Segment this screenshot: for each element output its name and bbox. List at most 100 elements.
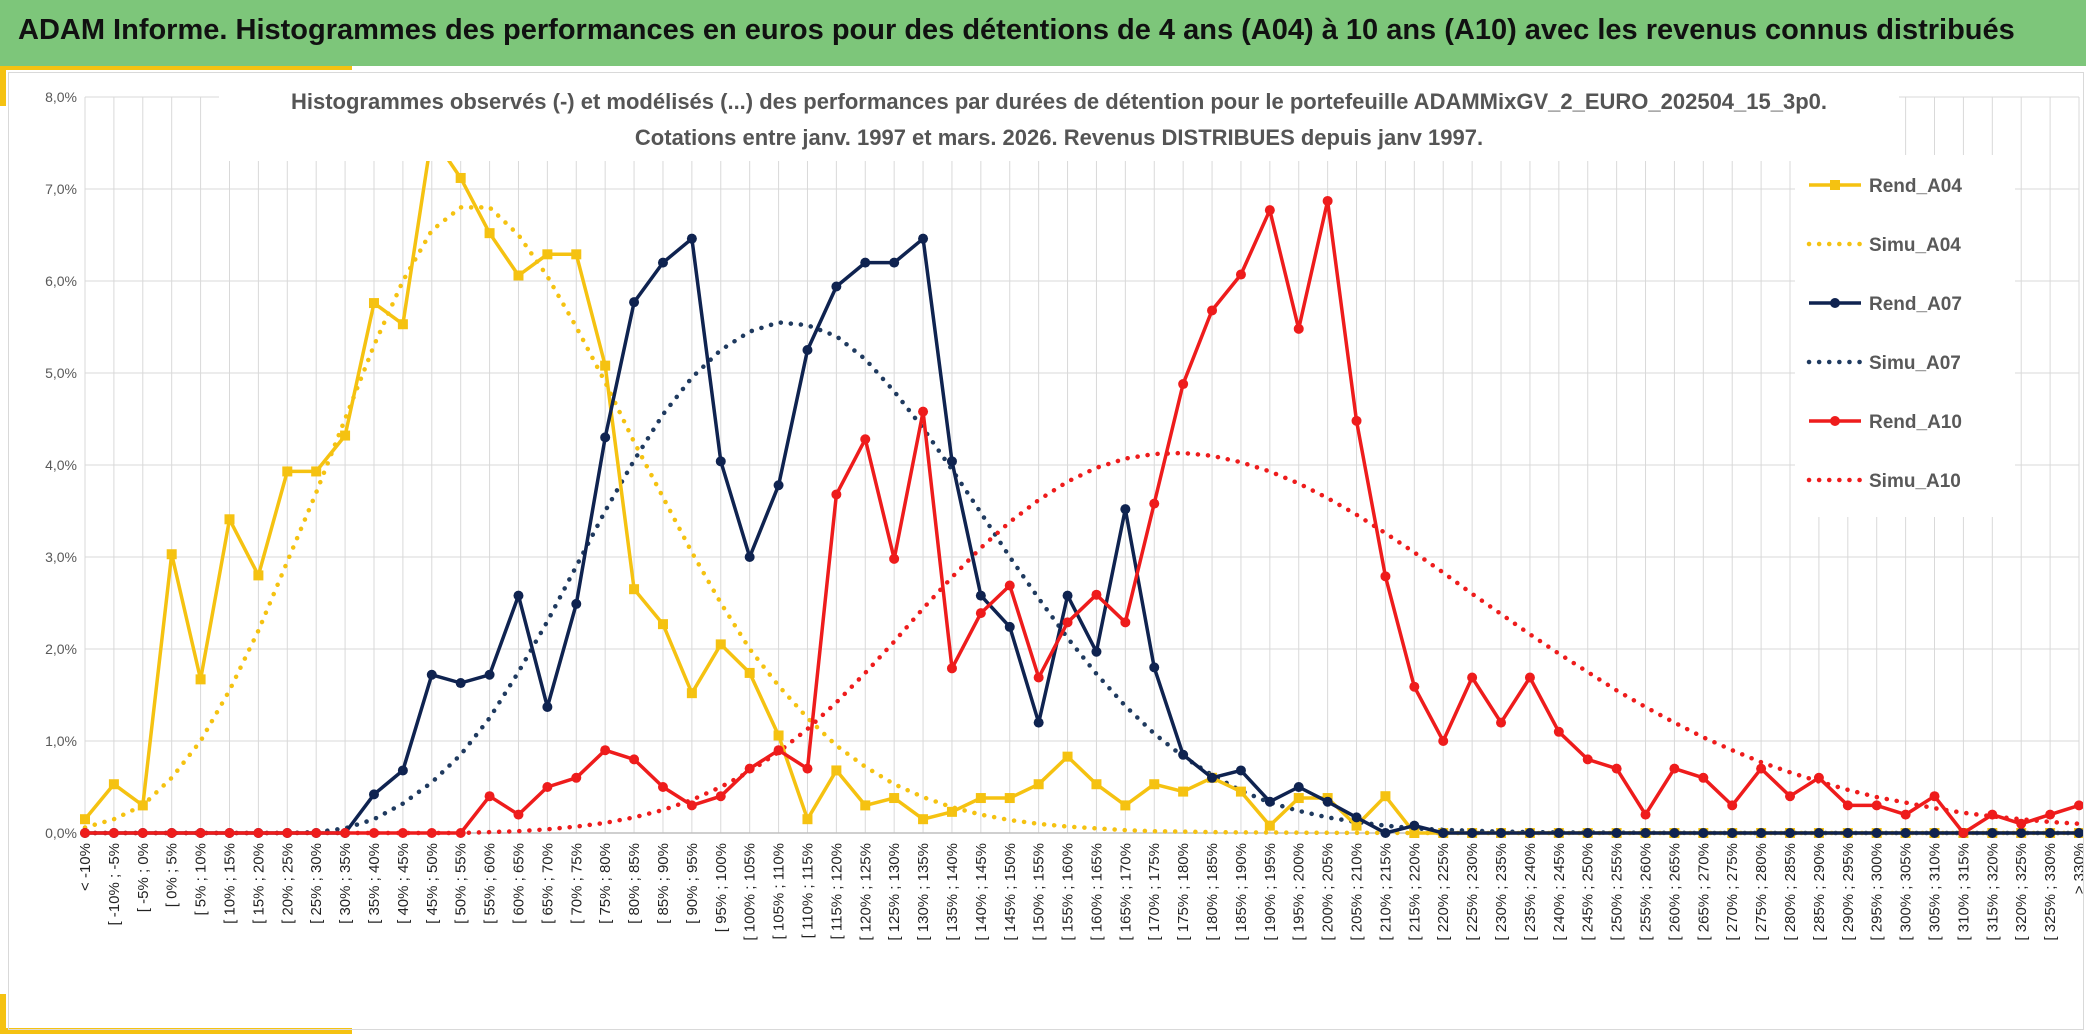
data-point bbox=[397, 828, 408, 838]
x-tick-label: > 330% bbox=[2071, 843, 2083, 894]
data-point bbox=[629, 584, 640, 595]
x-tick-label: [ 150% ; 155% bbox=[1031, 843, 1048, 941]
data-point bbox=[1293, 323, 1304, 334]
legend-label: Rend_A04 bbox=[1869, 176, 1962, 197]
x-tick-label: [ 285% ; 290% bbox=[1811, 843, 1828, 941]
data-point bbox=[1091, 779, 1102, 790]
data-point bbox=[860, 800, 871, 811]
data-point bbox=[1004, 793, 1015, 804]
x-tick-label: [ 180% ; 185% bbox=[1204, 843, 1221, 941]
x-tick-label: [ 65% ; 70% bbox=[539, 843, 556, 924]
data-point bbox=[1380, 571, 1391, 582]
data-point bbox=[1611, 828, 1622, 838]
data-point bbox=[195, 828, 206, 838]
data-point bbox=[1033, 672, 1044, 683]
x-tick-label: [ 40% ; 45% bbox=[395, 843, 412, 924]
data-point bbox=[1120, 504, 1131, 515]
x-tick-label: [ 35% ; 40% bbox=[366, 843, 383, 924]
data-point bbox=[1900, 828, 1911, 838]
data-point bbox=[513, 809, 524, 820]
data-point bbox=[1004, 621, 1015, 632]
series-Simu_A04 bbox=[82, 205, 2082, 836]
data-point bbox=[1033, 779, 1044, 790]
data-point bbox=[1553, 726, 1564, 737]
data-point bbox=[1062, 590, 1073, 601]
data-point bbox=[1467, 828, 1478, 838]
x-tick-label: [ 250% ; 255% bbox=[1609, 843, 1626, 941]
data-point bbox=[1293, 782, 1304, 792]
x-tick-label: [ 325% ; 330% bbox=[2042, 843, 2059, 941]
data-point bbox=[1322, 796, 1333, 807]
data-point bbox=[224, 828, 235, 838]
data-point bbox=[686, 233, 697, 244]
data-point bbox=[1524, 828, 1535, 838]
data-point bbox=[166, 549, 177, 560]
x-tick-label: [ 275% ; 280% bbox=[1753, 843, 1770, 941]
data-point bbox=[1178, 786, 1189, 797]
data-point bbox=[1698, 828, 1709, 838]
x-tick-label: [ 80% ; 85% bbox=[626, 843, 643, 924]
page-title: ADAM Informe. Histogrammes des performan… bbox=[18, 14, 2015, 46]
data-point bbox=[1698, 772, 1709, 783]
data-point bbox=[860, 434, 871, 445]
data-point bbox=[946, 456, 957, 467]
data-point bbox=[1409, 828, 1420, 838]
data-point bbox=[1438, 736, 1449, 746]
data-point bbox=[1091, 646, 1102, 657]
x-tick-label: [ 185% ; 190% bbox=[1233, 843, 1250, 941]
data-point bbox=[1149, 779, 1160, 790]
data-point bbox=[657, 257, 668, 268]
x-tick-label: [ 175% ; 180% bbox=[1175, 843, 1192, 941]
data-point bbox=[1496, 828, 1507, 838]
data-point bbox=[975, 793, 986, 804]
legend-label: Simu_A07 bbox=[1869, 353, 1961, 374]
data-point bbox=[542, 701, 553, 712]
histogram-chart: 0,0% 1,0% 2,0% 3,0% 4,0% 5,0% 6,0% 7,0% 8,0% < -1… bbox=[45, 77, 2083, 941]
data-point bbox=[1264, 796, 1275, 807]
accent-bar-bottom bbox=[0, 1028, 352, 1034]
data-point bbox=[629, 297, 640, 308]
data-point bbox=[629, 754, 640, 765]
data-point bbox=[1351, 415, 1362, 426]
data-point bbox=[513, 590, 524, 601]
data-point bbox=[918, 233, 929, 244]
data-point bbox=[1785, 791, 1796, 802]
data-point bbox=[455, 678, 466, 689]
x-tick-label: [ 10% ; 15% bbox=[221, 843, 238, 924]
x-tick-label: [ 100% ; 105% bbox=[742, 843, 759, 941]
data-point bbox=[600, 432, 611, 443]
x-tick-label: [ 160% ; 165% bbox=[1088, 843, 1105, 941]
data-point bbox=[946, 806, 957, 817]
data-point bbox=[831, 489, 842, 500]
chart-frame: 0,0% 1,0% 2,0% 3,0% 4,0% 5,0% 6,0% 7,0% 8,0% < -1… bbox=[8, 72, 2084, 1030]
data-point bbox=[975, 608, 986, 619]
data-point bbox=[1611, 763, 1622, 774]
data-point bbox=[686, 688, 697, 699]
x-tick-label: [ -5% ; 0% bbox=[135, 843, 152, 912]
data-point bbox=[744, 667, 755, 678]
legend-label: Simu_A10 bbox=[1869, 471, 1961, 492]
x-tick-label: [ 20% ; 25% bbox=[279, 843, 296, 924]
data-point bbox=[1149, 662, 1160, 673]
series-Simu_A07 bbox=[82, 320, 2082, 836]
data-point bbox=[426, 828, 437, 838]
data-point bbox=[311, 828, 322, 838]
data-point bbox=[1264, 205, 1275, 216]
x-tick-label: [ -10% ; -5% bbox=[106, 843, 123, 926]
x-tick-label: [ 300% ; 305% bbox=[1898, 843, 1915, 941]
data-point bbox=[1929, 828, 1940, 838]
data-point bbox=[1409, 681, 1420, 692]
x-tick-label: [ 125% ; 130% bbox=[886, 843, 903, 941]
chart-title-background bbox=[219, 77, 1899, 161]
data-point bbox=[802, 763, 813, 774]
legend-entry: Rend_A07 bbox=[1809, 294, 1962, 315]
series-line-Simu_A07 bbox=[82, 320, 2082, 836]
data-point bbox=[1062, 751, 1073, 762]
data-point bbox=[282, 828, 293, 838]
data-point bbox=[1871, 828, 1882, 838]
y-tick-label: 3,0% bbox=[45, 549, 77, 565]
data-point bbox=[715, 791, 726, 802]
data-point bbox=[1178, 749, 1189, 760]
data-point bbox=[1235, 786, 1246, 797]
x-tick-label: [ 120% ; 125% bbox=[857, 843, 874, 941]
